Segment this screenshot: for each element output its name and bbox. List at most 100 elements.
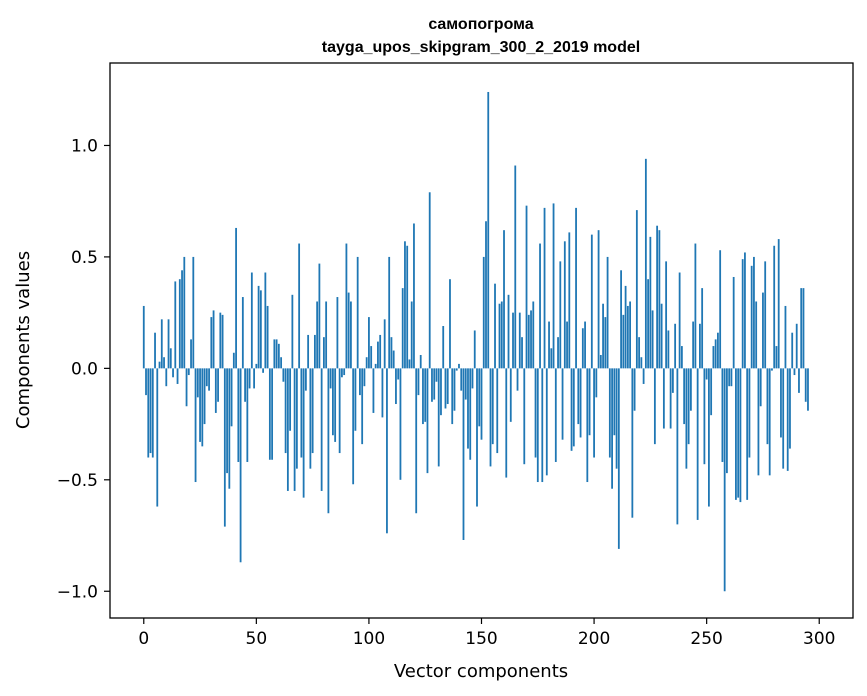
bar bbox=[232, 352, 235, 369]
bar bbox=[354, 368, 357, 431]
bar bbox=[235, 227, 237, 369]
bar bbox=[764, 261, 767, 369]
bar bbox=[523, 368, 526, 465]
y-tick-label: −0.5 bbox=[57, 471, 98, 491]
bar bbox=[640, 357, 643, 369]
bar bbox=[782, 368, 785, 469]
bar bbox=[208, 368, 210, 391]
bar bbox=[649, 236, 652, 369]
bar bbox=[680, 346, 683, 369]
bar bbox=[741, 259, 744, 369]
bar bbox=[311, 368, 314, 454]
bar bbox=[453, 368, 456, 411]
bar bbox=[478, 368, 481, 427]
bar bbox=[271, 368, 274, 460]
bar bbox=[221, 314, 224, 369]
bar bbox=[248, 368, 251, 389]
bar bbox=[554, 368, 557, 462]
bar bbox=[280, 357, 283, 369]
bar bbox=[381, 368, 384, 418]
bar bbox=[442, 326, 445, 369]
bar bbox=[566, 321, 568, 369]
bar bbox=[217, 368, 219, 402]
bar bbox=[320, 368, 323, 491]
bar bbox=[507, 294, 510, 369]
bar bbox=[766, 368, 769, 445]
bar bbox=[541, 368, 544, 483]
bar bbox=[444, 368, 447, 409]
bar bbox=[196, 368, 199, 398]
bar bbox=[151, 368, 154, 458]
bar bbox=[176, 368, 179, 384]
bar bbox=[516, 368, 519, 391]
bar bbox=[469, 368, 472, 460]
bar bbox=[325, 301, 328, 369]
bar bbox=[295, 368, 298, 469]
bar bbox=[536, 368, 539, 483]
bar bbox=[408, 359, 411, 369]
bar bbox=[804, 368, 807, 402]
bar bbox=[190, 339, 192, 369]
bar bbox=[611, 368, 613, 489]
bar bbox=[244, 368, 246, 402]
chart-subtitle: tayga_upos_skipgram_300_2_2019 model bbox=[322, 39, 640, 56]
bar bbox=[739, 368, 742, 503]
bar bbox=[440, 368, 442, 416]
bar bbox=[491, 368, 494, 445]
bar bbox=[401, 288, 404, 369]
bar bbox=[671, 368, 674, 393]
bar bbox=[386, 368, 388, 534]
bar bbox=[712, 346, 715, 369]
bar bbox=[753, 256, 755, 369]
bar bbox=[777, 239, 780, 369]
bar bbox=[689, 368, 692, 411]
bar bbox=[597, 230, 600, 369]
bar bbox=[275, 339, 278, 369]
bar bbox=[485, 221, 487, 369]
bar bbox=[726, 368, 728, 474]
bar bbox=[435, 368, 438, 382]
x-axis-ticks: 0 50 100 150 200 250 300 bbox=[138, 618, 835, 649]
bar bbox=[428, 192, 431, 369]
bar bbox=[399, 368, 402, 480]
bar bbox=[710, 368, 713, 416]
bar bbox=[703, 368, 706, 465]
bar bbox=[728, 368, 731, 387]
bar bbox=[437, 368, 440, 467]
bar bbox=[322, 337, 325, 369]
bar bbox=[253, 368, 255, 389]
bar bbox=[505, 368, 508, 478]
bar bbox=[363, 368, 366, 387]
bar bbox=[158, 361, 161, 369]
bar bbox=[521, 337, 523, 369]
y-axis-ticks: −1.0 −0.5 0.0 0.5 1.0 bbox=[57, 136, 110, 602]
bar bbox=[374, 363, 377, 369]
bar bbox=[789, 368, 791, 449]
bar bbox=[462, 368, 465, 540]
bar bbox=[313, 334, 316, 369]
bar bbox=[622, 314, 625, 369]
bar bbox=[154, 332, 156, 369]
y-axis-label: Components values bbox=[13, 251, 34, 429]
bar bbox=[178, 279, 181, 369]
bar bbox=[147, 368, 150, 458]
bar bbox=[588, 368, 591, 436]
bar bbox=[406, 245, 409, 369]
bar bbox=[498, 303, 501, 369]
bar bbox=[604, 317, 607, 369]
bar bbox=[532, 301, 535, 369]
bar bbox=[527, 314, 530, 369]
bar bbox=[586, 368, 589, 483]
bar bbox=[626, 305, 629, 369]
bar bbox=[629, 301, 631, 369]
bar bbox=[721, 368, 724, 462]
bar bbox=[307, 334, 310, 369]
bar bbox=[755, 301, 758, 369]
bar bbox=[341, 368, 343, 378]
bar bbox=[239, 368, 242, 563]
bar bbox=[142, 305, 145, 369]
bar bbox=[336, 297, 339, 369]
y-tick-label: 1.0 bbox=[71, 136, 98, 156]
bar bbox=[286, 368, 289, 491]
